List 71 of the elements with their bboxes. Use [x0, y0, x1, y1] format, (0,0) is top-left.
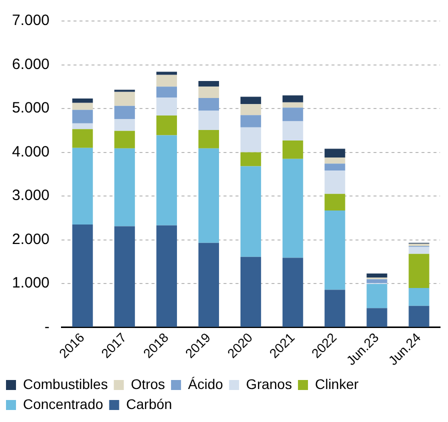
bar [240, 166, 262, 257]
bar [240, 96, 262, 104]
bar [282, 140, 304, 159]
bar [198, 110, 220, 130]
y-tick-label: 6.000 [12, 56, 50, 73]
bar [72, 148, 93, 225]
bar [72, 98, 93, 103]
bar [72, 224, 93, 327]
bar [198, 98, 220, 111]
bar [324, 170, 346, 194]
bar [114, 119, 135, 131]
bar [156, 135, 177, 226]
y-tick-label: 4.000 [12, 143, 50, 160]
legend-label: Otros [130, 376, 166, 392]
bar [324, 158, 346, 164]
y-tick-label: 3.000 [12, 187, 50, 204]
bar [198, 242, 220, 327]
bar [198, 86, 220, 98]
bar [366, 279, 388, 284]
bar [156, 98, 177, 116]
bar [114, 148, 135, 226]
bar [114, 130, 135, 148]
y-tick-label: - [44, 318, 50, 336]
bar [72, 110, 93, 124]
bar [198, 130, 220, 148]
bar [324, 148, 346, 158]
bar [156, 225, 177, 327]
bar [72, 102, 93, 110]
bar [324, 290, 346, 327]
legend-label: Ácido [188, 376, 224, 392]
bar [156, 74, 177, 87]
bar [240, 104, 262, 116]
y-tick-label: 2.000 [12, 230, 50, 248]
legend-label: Combustibles [23, 376, 108, 392]
bar [114, 92, 135, 106]
bar [198, 80, 220, 87]
legend-label: Clinker [314, 376, 359, 392]
bar [240, 115, 262, 128]
bar [366, 308, 388, 327]
legend-label: Carbón [126, 396, 172, 412]
bar [240, 256, 262, 327]
y-tick-label: 5.000 [12, 100, 50, 117]
bar [198, 148, 220, 243]
bar [282, 108, 304, 122]
bar [366, 274, 388, 278]
bar [282, 258, 304, 327]
bar [408, 288, 430, 306]
bar [408, 254, 430, 288]
bar [324, 164, 346, 171]
bar [408, 246, 430, 254]
bar [114, 106, 135, 120]
bar [282, 102, 304, 108]
bar [324, 194, 346, 211]
bar [408, 306, 430, 327]
bar [324, 210, 346, 290]
bar [282, 95, 304, 102]
y-tick-label: 7.000 [12, 12, 50, 30]
legend-label: Granos [246, 376, 292, 392]
bar [72, 123, 93, 130]
bar [366, 284, 388, 308]
bar [282, 158, 304, 258]
bar [114, 226, 135, 327]
bar [240, 127, 262, 152]
bar [156, 86, 177, 98]
bar [282, 121, 304, 140]
bar [156, 116, 177, 136]
y-tick-label: 1.000 [12, 274, 50, 292]
legend-label: Concentrado [23, 396, 104, 412]
bar [156, 72, 177, 75]
bar [240, 152, 262, 166]
bar [72, 129, 93, 148]
